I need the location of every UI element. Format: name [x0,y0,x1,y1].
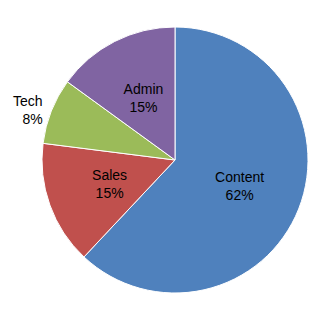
svg-text:Sales: Sales [92,167,127,183]
svg-text:15%: 15% [96,185,124,201]
svg-text:Content: Content [215,169,264,185]
svg-text:8%: 8% [22,111,42,127]
svg-text:62%: 62% [226,187,254,203]
svg-text:Tech: Tech [13,93,43,109]
svg-text:15%: 15% [129,99,157,115]
svg-text:Admin: Admin [124,81,164,97]
